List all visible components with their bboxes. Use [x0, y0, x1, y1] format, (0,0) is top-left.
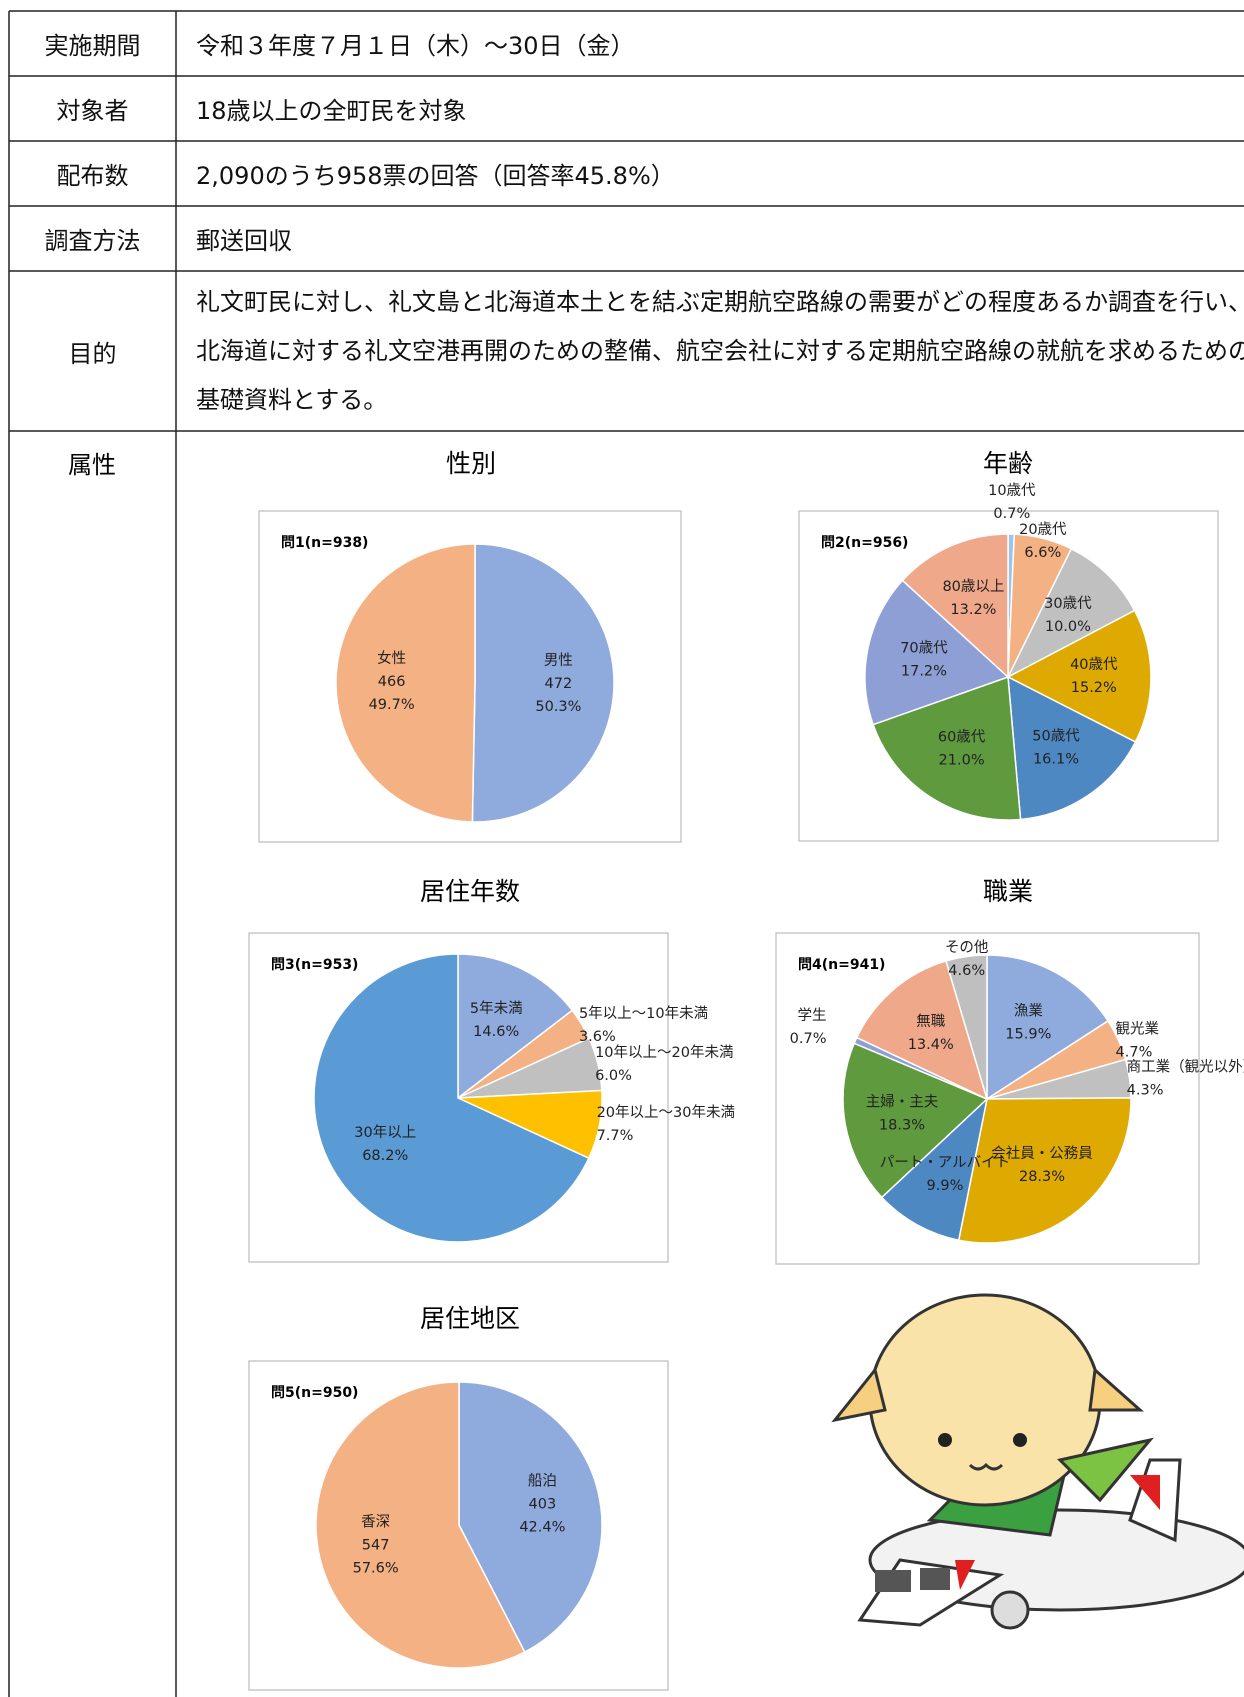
pie-slice	[1006, 547, 1136, 679]
chart-title: 職業	[983, 877, 1033, 906]
slice-percent: 21.0%	[939, 753, 985, 769]
slice-label: 60歳代	[938, 729, 986, 746]
table-lines	[8, 10, 1244, 1697]
slice-label: 10年以上～20年未満	[595, 1044, 733, 1061]
pie-slice	[1007, 675, 1137, 821]
chart-note: 問4(n=941)	[798, 957, 885, 973]
row-value: 2,090のうち958票の回答（回答率45.8%）	[196, 162, 675, 190]
slice-label: 20歳代	[1019, 521, 1067, 538]
row-label: 目的	[68, 339, 117, 368]
slice-percent: 15.9%	[1005, 1027, 1051, 1043]
pie-slice	[864, 579, 1010, 726]
slice-label: 会社員・公務員	[991, 1145, 1093, 1162]
row-label: 配布数	[56, 162, 129, 190]
slice-percent: 6.0%	[595, 1068, 632, 1084]
slice-count: 466	[378, 674, 406, 690]
slice-label: 漁業	[1014, 1003, 1043, 1020]
slice-percent: 4.3%	[1127, 1082, 1164, 1098]
slice-label: 80歳以上	[942, 578, 1004, 595]
slice-percent: 15.2%	[1071, 680, 1117, 696]
attribute-label: 属性	[68, 451, 116, 479]
pie-slice	[957, 1097, 1132, 1244]
slice-label: 30年以上	[354, 1124, 416, 1141]
pie-slice	[313, 953, 590, 1243]
slice-count: 472	[545, 676, 573, 692]
slice-percent: 42.4%	[519, 1520, 565, 1536]
slice-percent: 14.6%	[473, 1024, 519, 1040]
pie-slice	[458, 1381, 603, 1654]
slice-percent: 28.3%	[1019, 1169, 1065, 1185]
slice-label: 商工業（観光以外）	[1127, 1058, 1244, 1075]
slice-label: 5年以上～10年未満	[579, 1005, 708, 1022]
pie-slice	[842, 1042, 989, 1199]
row-label: 対象者	[56, 97, 129, 125]
slice-percent: 9.9%	[927, 1178, 964, 1194]
slice-label: 10歳代	[988, 482, 1036, 499]
pie-slice	[986, 954, 1110, 1101]
slice-percent: 10.0%	[1045, 619, 1091, 635]
chart-title: 居住年数	[420, 877, 520, 906]
slice-label: 学生	[798, 1007, 827, 1024]
pie-slice	[471, 543, 615, 823]
slice-label: 男性	[544, 652, 573, 669]
pie-slice	[880, 1096, 989, 1242]
slice-label: 観光業	[1116, 1020, 1160, 1037]
slice-count: 403	[529, 1497, 557, 1513]
slice-percent: 17.2%	[901, 663, 947, 679]
slice-label: 50歳代	[1032, 728, 1080, 745]
slice-label: 70歳代	[900, 639, 948, 656]
pie-slice	[335, 543, 476, 823]
row-value: 令和３年度７月１日（木）～30日（金）	[196, 32, 635, 60]
slice-percent: 6.6%	[1024, 545, 1061, 561]
chart-note: 問3(n=953)	[271, 957, 358, 973]
slice-label: その他	[945, 939, 989, 956]
slice-percent: 3.6%	[579, 1029, 616, 1045]
slice-percent: 68.2%	[362, 1148, 408, 1164]
slice-count: 547	[362, 1537, 390, 1553]
slice-percent: 4.6%	[948, 963, 985, 979]
slice-label: 主婦・主夫	[866, 1094, 939, 1111]
pie-slice	[315, 1381, 526, 1669]
slice-percent: 7.7%	[597, 1128, 634, 1144]
pie-slice	[1006, 609, 1152, 743]
pie-slice	[855, 960, 989, 1101]
slice-label: 40歳代	[1070, 656, 1118, 673]
slice-percent: 16.1%	[1033, 752, 1079, 768]
row-value: 礼文町民に対し、礼文島と北海道本土とを結ぶ定期航空路線の需要がどの程度あるか調査…	[196, 287, 1244, 414]
slice-percent: 4.7%	[1116, 1044, 1153, 1060]
pie-slice	[457, 953, 574, 1100]
slice-label: 30歳代	[1044, 595, 1092, 612]
chart-title: 性別	[446, 449, 496, 478]
slice-percent: 50.3%	[535, 699, 581, 715]
slice-percent: 13.4%	[908, 1037, 954, 1053]
slice-label: 無職	[916, 1013, 945, 1030]
slice-percent: 0.7%	[993, 506, 1030, 522]
slice-label: 香深	[361, 1513, 390, 1530]
chart-title: 居住地区	[420, 1304, 520, 1333]
row-label: 実施期間	[44, 32, 141, 60]
row-value: 18歳以上の全町民を対象	[196, 97, 467, 125]
slice-label: 女性	[377, 649, 406, 667]
slice-percent: 57.6%	[353, 1560, 399, 1576]
slice-percent: 13.2%	[950, 602, 996, 618]
slice-label: 船泊	[528, 1473, 557, 1490]
mascot	[831, 1293, 1244, 1630]
row-value: 郵送回収	[196, 227, 292, 255]
chart-note: 問5(n=950)	[271, 1385, 358, 1401]
slice-label: 5年未満	[470, 1000, 523, 1017]
slice-percent: 0.7%	[790, 1031, 827, 1047]
slice-label: パート・アルバイト	[880, 1154, 1010, 1171]
chart-note: 問1(n=938)	[281, 535, 368, 551]
slice-percent: 18.3%	[879, 1118, 925, 1134]
pie-slice	[872, 675, 1022, 821]
pie-slice	[901, 533, 1009, 679]
slice-percent: 49.7%	[369, 697, 415, 713]
row-label: 調査方法	[44, 227, 141, 255]
slice-label: 20年以上～30年未満	[597, 1104, 735, 1121]
pie-slice	[945, 954, 988, 1100]
chart-title: 年齢	[983, 449, 1033, 478]
chart-note: 問2(n=956)	[821, 535, 908, 551]
